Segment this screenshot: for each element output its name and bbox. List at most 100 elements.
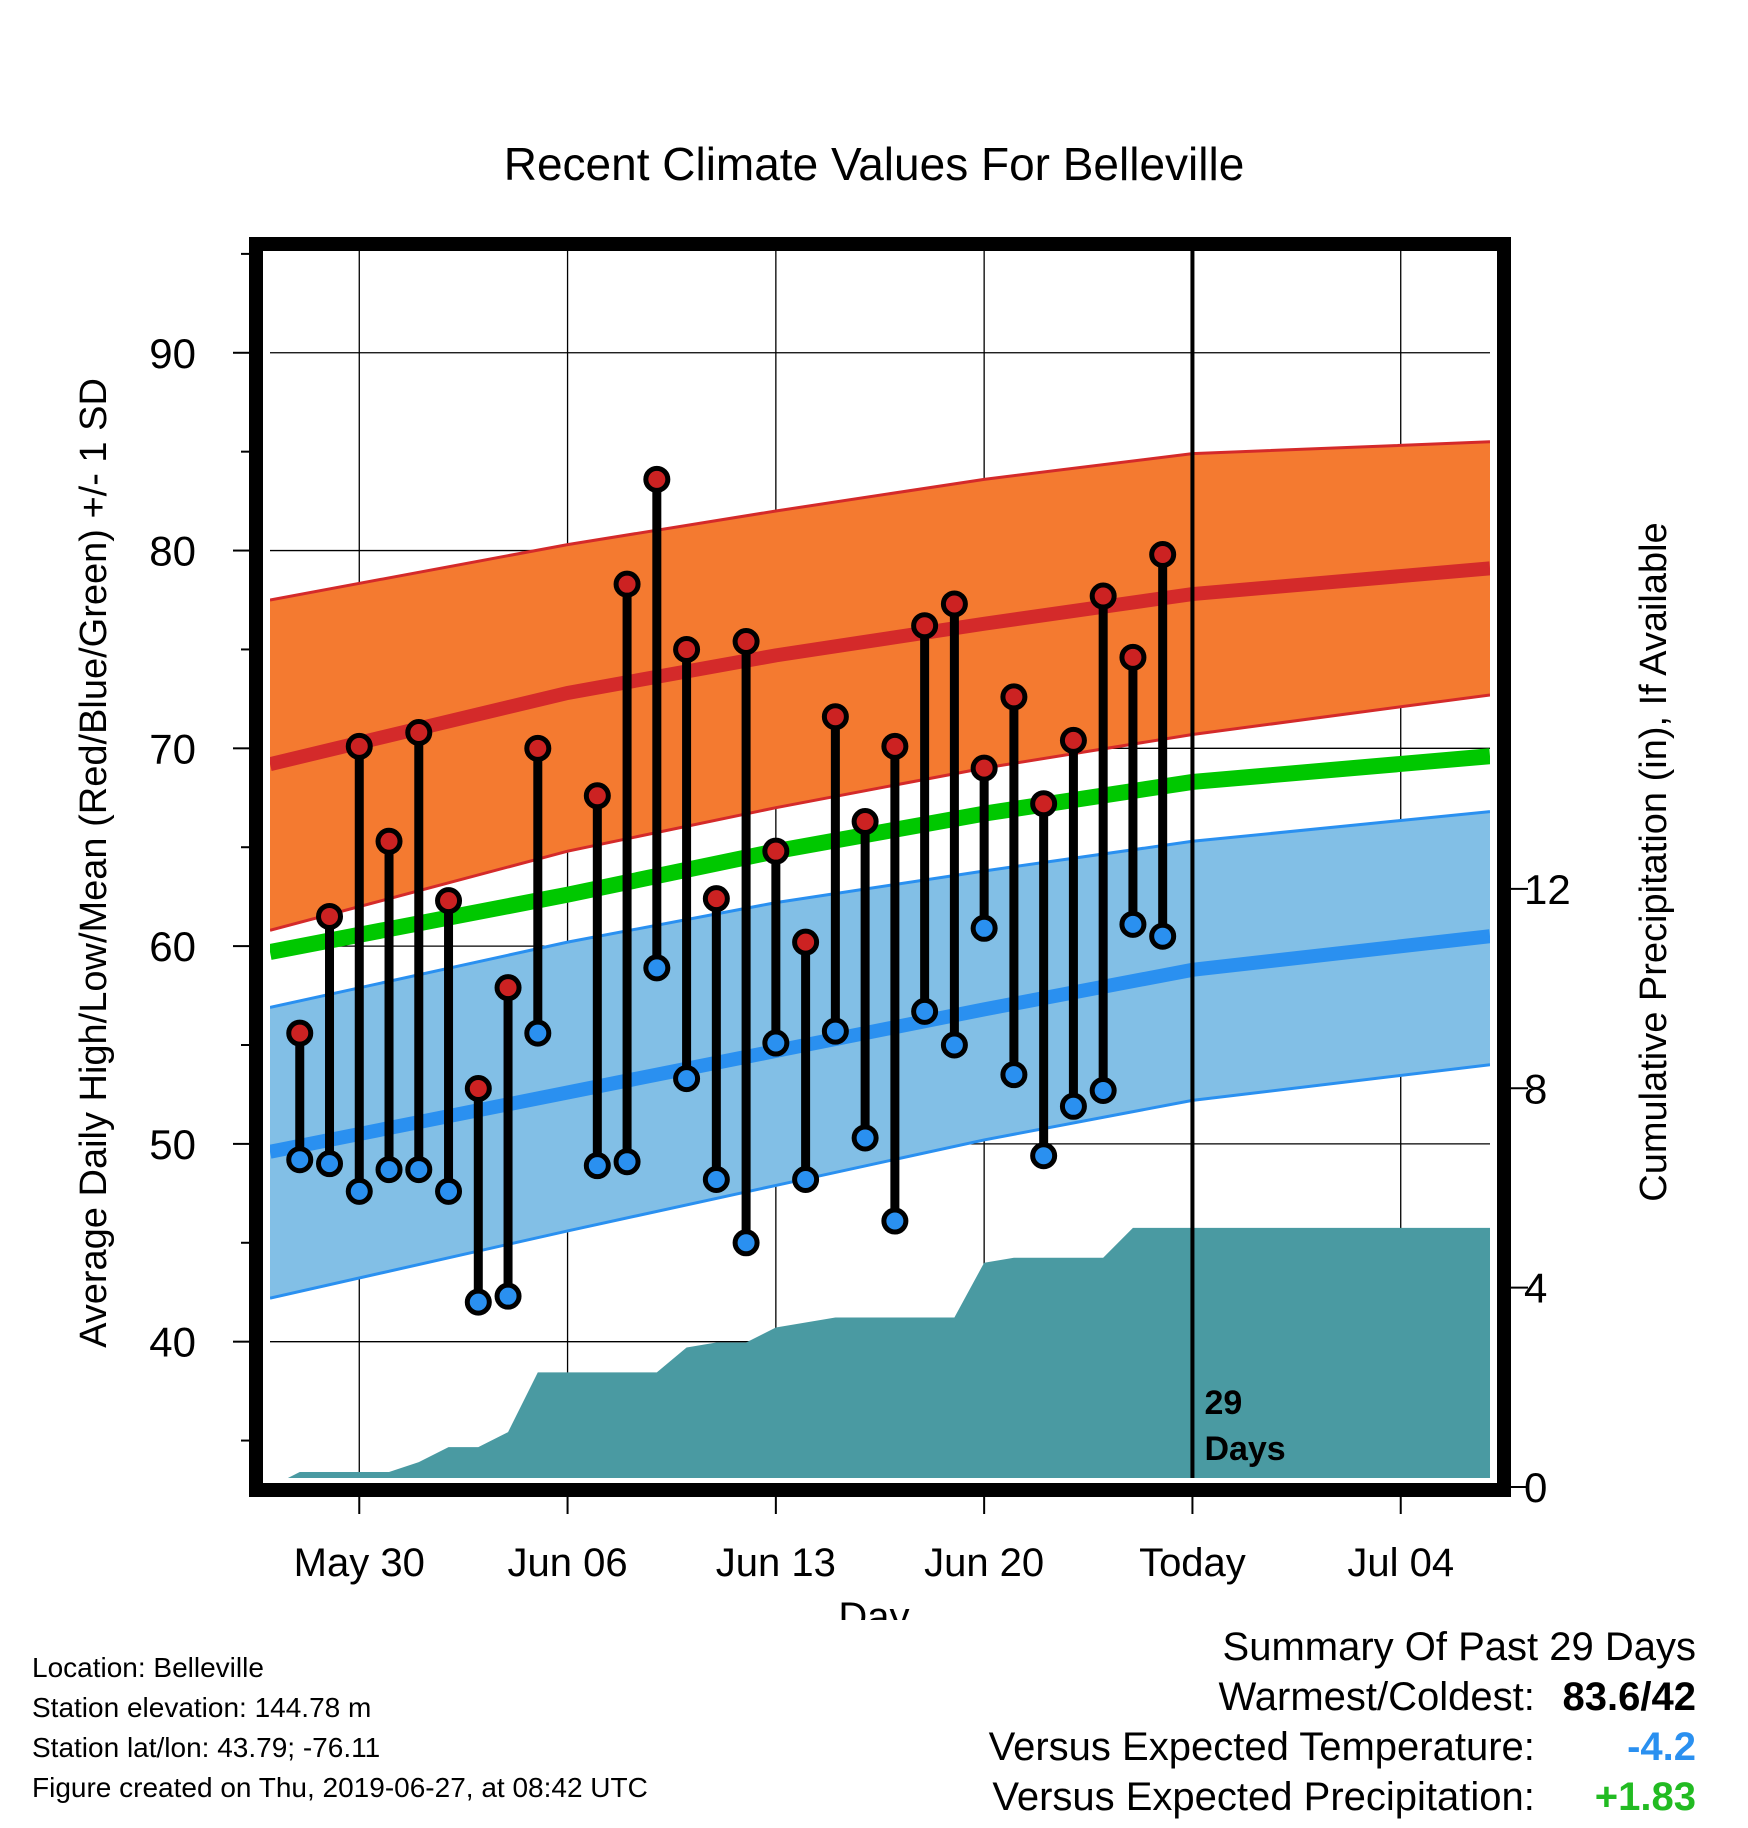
summary-title: Summary Of Past 29 Days	[1222, 1625, 1696, 1669]
low-marker	[1059, 1092, 1087, 1120]
low-marker	[524, 1019, 552, 1047]
x-tick-label: Jun 06	[508, 1541, 628, 1585]
x-tick-label: Jun 13	[716, 1541, 836, 1585]
temp-departure-label: Versus Expected Temperature:	[988, 1725, 1535, 1769]
low-marker	[494, 1282, 522, 1310]
warmest-coldest-label: Warmest/Coldest:	[1218, 1675, 1535, 1719]
plot-area: 29 Days 40 50 60 70 80 90 0 4 8 12 May 30 Jun 06 Jun 1…	[73, 237, 1675, 1620]
high-marker	[345, 732, 373, 760]
y-axis-title: Average Daily High/Low/Mean (Red/Blue/Gr…	[73, 378, 115, 1348]
high-lower-line	[270, 693, 1490, 932]
low-marker	[792, 1165, 820, 1193]
low-marker	[375, 1156, 403, 1184]
low-marker	[1149, 922, 1177, 950]
elevation-text: Station elevation: 144.78 m	[32, 1692, 372, 1723]
low-marker	[1089, 1076, 1117, 1104]
high-marker	[464, 1075, 492, 1103]
low-marker	[851, 1124, 879, 1152]
high-marker	[583, 782, 611, 810]
high-marker	[970, 754, 998, 782]
high-marker	[702, 885, 730, 913]
high-marker	[405, 719, 433, 747]
high-marker	[494, 974, 522, 1002]
precip-departure-label: Versus Expected Precipitation:	[992, 1775, 1535, 1819]
low-marker	[405, 1156, 433, 1184]
low-marker	[1119, 910, 1147, 938]
plot-clipped-group	[270, 248, 1490, 1478]
high-marker	[435, 887, 463, 915]
today-days-number: 29	[1204, 1384, 1242, 1422]
y-tick-label: 40	[149, 1319, 196, 1366]
y-tick-label: 70	[149, 725, 196, 772]
climate-chart: Recent Climate Values For Belleville 29 D…	[73, 138, 1675, 1620]
low-marker	[583, 1152, 611, 1180]
low-marker	[286, 1146, 314, 1174]
normal-mean-line	[270, 748, 1490, 960]
low-marker	[762, 1029, 790, 1057]
high-marker	[1030, 790, 1058, 818]
y-tick-label: 60	[149, 923, 196, 970]
low-marker	[464, 1288, 492, 1316]
station-info: Location: Belleville Station elevation: …	[32, 1648, 648, 1808]
normal-high-line	[270, 561, 1490, 771]
low-marker	[1030, 1142, 1058, 1170]
created-text: Figure created on Thu, 2019-06-27, at 08…	[32, 1772, 648, 1803]
low-sd-band	[270, 811, 1490, 1299]
x-tick-label: Today	[1139, 1541, 1246, 1585]
summary-panel: Summary Of Past 29 Days Warmest/Coldest:…	[989, 1622, 1696, 1822]
high-marker	[613, 570, 641, 598]
today-days-label: Days	[1204, 1430, 1285, 1468]
y2-tick-label: 0	[1524, 1464, 1547, 1511]
x-tick-label: Jun 20	[924, 1541, 1044, 1585]
low-marker	[732, 1229, 760, 1257]
high-marker	[792, 928, 820, 956]
chart-title: Recent Climate Values For Belleville	[504, 138, 1245, 190]
low-marker	[435, 1177, 463, 1205]
high-marker	[762, 837, 790, 865]
y2-tick-label: 12	[1524, 866, 1571, 913]
x-axis-title: Day	[838, 1595, 909, 1620]
latlon-text: Station lat/lon: 43.79; -76.11	[32, 1732, 381, 1763]
high-marker	[643, 465, 671, 493]
precip-area	[287, 1227, 1490, 1478]
low-marker	[643, 954, 671, 982]
high-marker	[881, 732, 909, 760]
y2-tick-label: 4	[1524, 1265, 1547, 1312]
plot-frame	[249, 237, 1511, 1497]
high-marker	[1000, 683, 1028, 711]
y-tick-label: 80	[149, 528, 196, 575]
high-marker	[821, 703, 849, 731]
low-marker	[970, 914, 998, 942]
low-upper-line	[270, 810, 1490, 1009]
high-marker	[1119, 643, 1147, 671]
x-tick-label: May 30	[294, 1541, 425, 1585]
low-marker	[1000, 1061, 1028, 1089]
precip-departure-value: +1.83	[1594, 1775, 1696, 1819]
low-marker	[345, 1177, 373, 1205]
low-marker	[673, 1065, 701, 1093]
y-tick-label: 50	[149, 1121, 196, 1168]
low-marker	[702, 1165, 730, 1193]
high-marker	[524, 734, 552, 762]
low-marker	[881, 1207, 909, 1235]
low-marker	[911, 997, 939, 1025]
low-marker	[316, 1150, 344, 1178]
warmest-coldest-value: 83.6/42	[1562, 1675, 1696, 1719]
high-marker	[375, 827, 403, 855]
low-marker	[940, 1031, 968, 1059]
high-upper-line	[270, 440, 1490, 602]
high-marker	[286, 1019, 314, 1047]
low-marker	[613, 1148, 641, 1176]
low-marker	[821, 1017, 849, 1045]
high-marker	[1059, 726, 1087, 754]
high-sd-band	[270, 441, 1490, 931]
y-tick-label: 90	[149, 330, 196, 377]
low-lower-line	[270, 1063, 1490, 1300]
high-marker	[673, 635, 701, 663]
y2-axis-title: Cumulative Precipitation (in), If Availa…	[1633, 522, 1675, 1201]
high-marker	[732, 628, 760, 656]
high-marker	[940, 590, 968, 618]
location-text: Location: Belleville	[32, 1652, 264, 1683]
normal-low-line	[270, 929, 1490, 1159]
x-tick-label: Jul 04	[1347, 1541, 1454, 1585]
